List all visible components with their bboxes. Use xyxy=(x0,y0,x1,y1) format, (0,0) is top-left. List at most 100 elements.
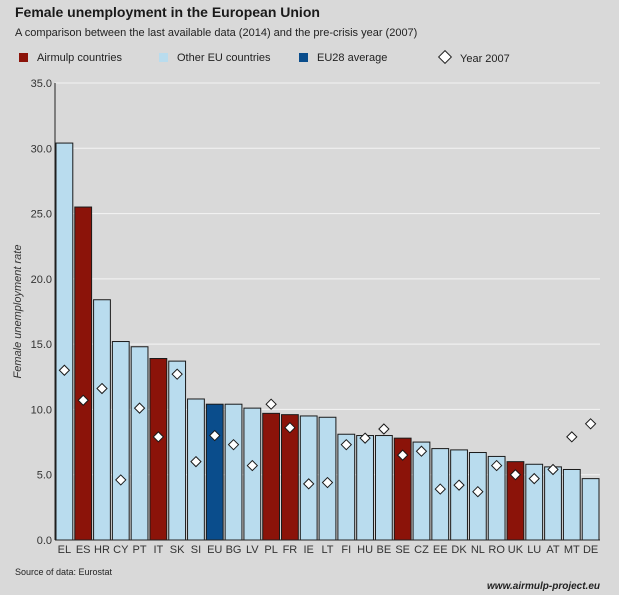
marker-2007-hr xyxy=(96,382,108,395)
legend-swatch-eu28 xyxy=(299,53,308,62)
marker-2007-lt xyxy=(321,476,334,489)
marker-2007-it xyxy=(152,431,165,443)
bar-eu xyxy=(205,403,224,541)
x-tick-label: MT xyxy=(564,544,580,556)
x-tick-label: BG xyxy=(226,544,242,556)
x-tick-label: HU xyxy=(357,544,373,556)
x-tick-label: PT xyxy=(133,544,147,556)
x-tick-label: IT xyxy=(153,544,163,556)
marker-2007-de xyxy=(584,418,597,430)
marker-2007-uk xyxy=(509,469,522,481)
marker-2007-el xyxy=(58,364,71,376)
legend-label-airmulp: Airmulp countries xyxy=(37,52,122,64)
x-tick-label: CY xyxy=(113,544,129,556)
bar-si xyxy=(187,398,205,541)
x-tick-label: SE xyxy=(395,544,410,556)
x-tick-label: RO xyxy=(488,544,505,556)
bar-dk xyxy=(450,449,468,541)
y-tick-label: 20.0 xyxy=(31,274,52,286)
bar-hu xyxy=(356,435,374,541)
chart-title: Female unemployment in the European Unio… xyxy=(15,4,320,20)
bar-de xyxy=(581,478,600,541)
bar-bg xyxy=(224,403,243,541)
marker-2007-cz xyxy=(415,445,428,457)
bar-fr xyxy=(281,414,299,541)
y-tick-label: 0.0 xyxy=(37,535,52,547)
bar-cy xyxy=(111,341,130,541)
marker-2007-be xyxy=(378,423,390,435)
marker-2007-nl xyxy=(472,485,484,498)
bar-ie xyxy=(299,415,318,541)
legend-item-year-2007: Year 2007 xyxy=(437,49,510,65)
x-tick-label: EE xyxy=(433,544,448,556)
marker-2007-at xyxy=(547,463,559,476)
marker-2007-sk xyxy=(171,368,183,380)
x-tick-label: EL xyxy=(58,544,71,556)
legend-swatch-airmulp xyxy=(19,53,28,62)
marker-2007-mt xyxy=(566,431,578,443)
bar-el xyxy=(55,142,74,541)
marker-2007-fr xyxy=(284,422,296,434)
marker-2007-bg xyxy=(227,438,240,451)
y-tick-label: 5.0 xyxy=(37,470,52,482)
chart-subtitle: A comparison between the last available … xyxy=(15,27,418,39)
marker-2007-se xyxy=(396,449,409,461)
source-note: Source of data: Eurostat xyxy=(15,567,113,577)
x-tick-label: FR xyxy=(283,544,298,556)
bar-pt xyxy=(130,346,149,541)
x-tick-label: PL xyxy=(264,544,277,556)
x-tick-label: IE xyxy=(304,544,314,556)
y-tick-label: 30.0 xyxy=(31,143,52,155)
marker-2007-cy xyxy=(115,474,127,486)
bar-sk xyxy=(168,360,187,541)
x-tick-label: SI xyxy=(191,544,201,556)
legend-label-year-2007: Year 2007 xyxy=(460,53,510,65)
bar-lv xyxy=(243,407,262,541)
y-tick-label: 10.0 xyxy=(31,404,52,416)
x-tick-label: LV xyxy=(246,544,259,556)
marker-2007-es xyxy=(77,394,89,406)
bar-hr xyxy=(93,299,111,541)
legend-label-eu28: EU28 average xyxy=(317,52,388,64)
x-tick-label: LU xyxy=(527,544,541,556)
x-tick-label: NL xyxy=(471,544,485,556)
legend-item-other-eu: Other EU countries xyxy=(159,52,271,64)
marker-2007-dk xyxy=(453,479,465,491)
marker-2007-ro xyxy=(490,459,503,472)
marker-2007-ie xyxy=(302,478,315,490)
bar-es xyxy=(74,206,93,541)
x-tick-label: LT xyxy=(321,544,333,556)
marker-2007-fi xyxy=(340,438,353,451)
bar-it xyxy=(149,358,168,541)
marker-2007-pt xyxy=(133,402,146,414)
legend-label-other-eu: Other EU countries xyxy=(177,52,271,64)
y-tick-label: 25.0 xyxy=(31,209,52,221)
marker-2007-eu xyxy=(209,429,221,442)
website-credit: www.airmulp-project.eu xyxy=(487,581,600,592)
y-axis-label: Female unemployment rate xyxy=(12,245,24,379)
marker-2007-hu xyxy=(359,432,371,444)
bar-pl xyxy=(262,412,281,541)
x-tick-label: CZ xyxy=(414,544,429,556)
bar-be xyxy=(374,435,393,541)
marker-2007-ee xyxy=(434,483,446,495)
x-tick-label: SK xyxy=(170,544,185,556)
y-tick-label: 35.0 xyxy=(31,78,52,90)
marker-2007-pl xyxy=(265,398,277,410)
x-tick-label: EU xyxy=(207,544,222,556)
legend-item-eu28: EU28 average xyxy=(299,52,387,64)
x-tick-label: ES xyxy=(76,544,91,556)
x-tick-label: DK xyxy=(451,544,467,556)
marker-2007-lu xyxy=(528,472,540,485)
legend-item-airmulp: Airmulp countries xyxy=(19,52,122,64)
marker-2007-si xyxy=(190,455,202,468)
x-tick-label: AT xyxy=(546,544,560,556)
x-tick-label: FI xyxy=(341,544,351,556)
x-tick-label: HR xyxy=(94,544,110,556)
x-tick-label: DE xyxy=(583,544,598,556)
x-tick-label: BE xyxy=(377,544,392,556)
y-tick-label: 15.0 xyxy=(31,339,52,351)
marker-2007-lv xyxy=(246,459,259,472)
legend-swatch-other-eu xyxy=(159,53,168,62)
